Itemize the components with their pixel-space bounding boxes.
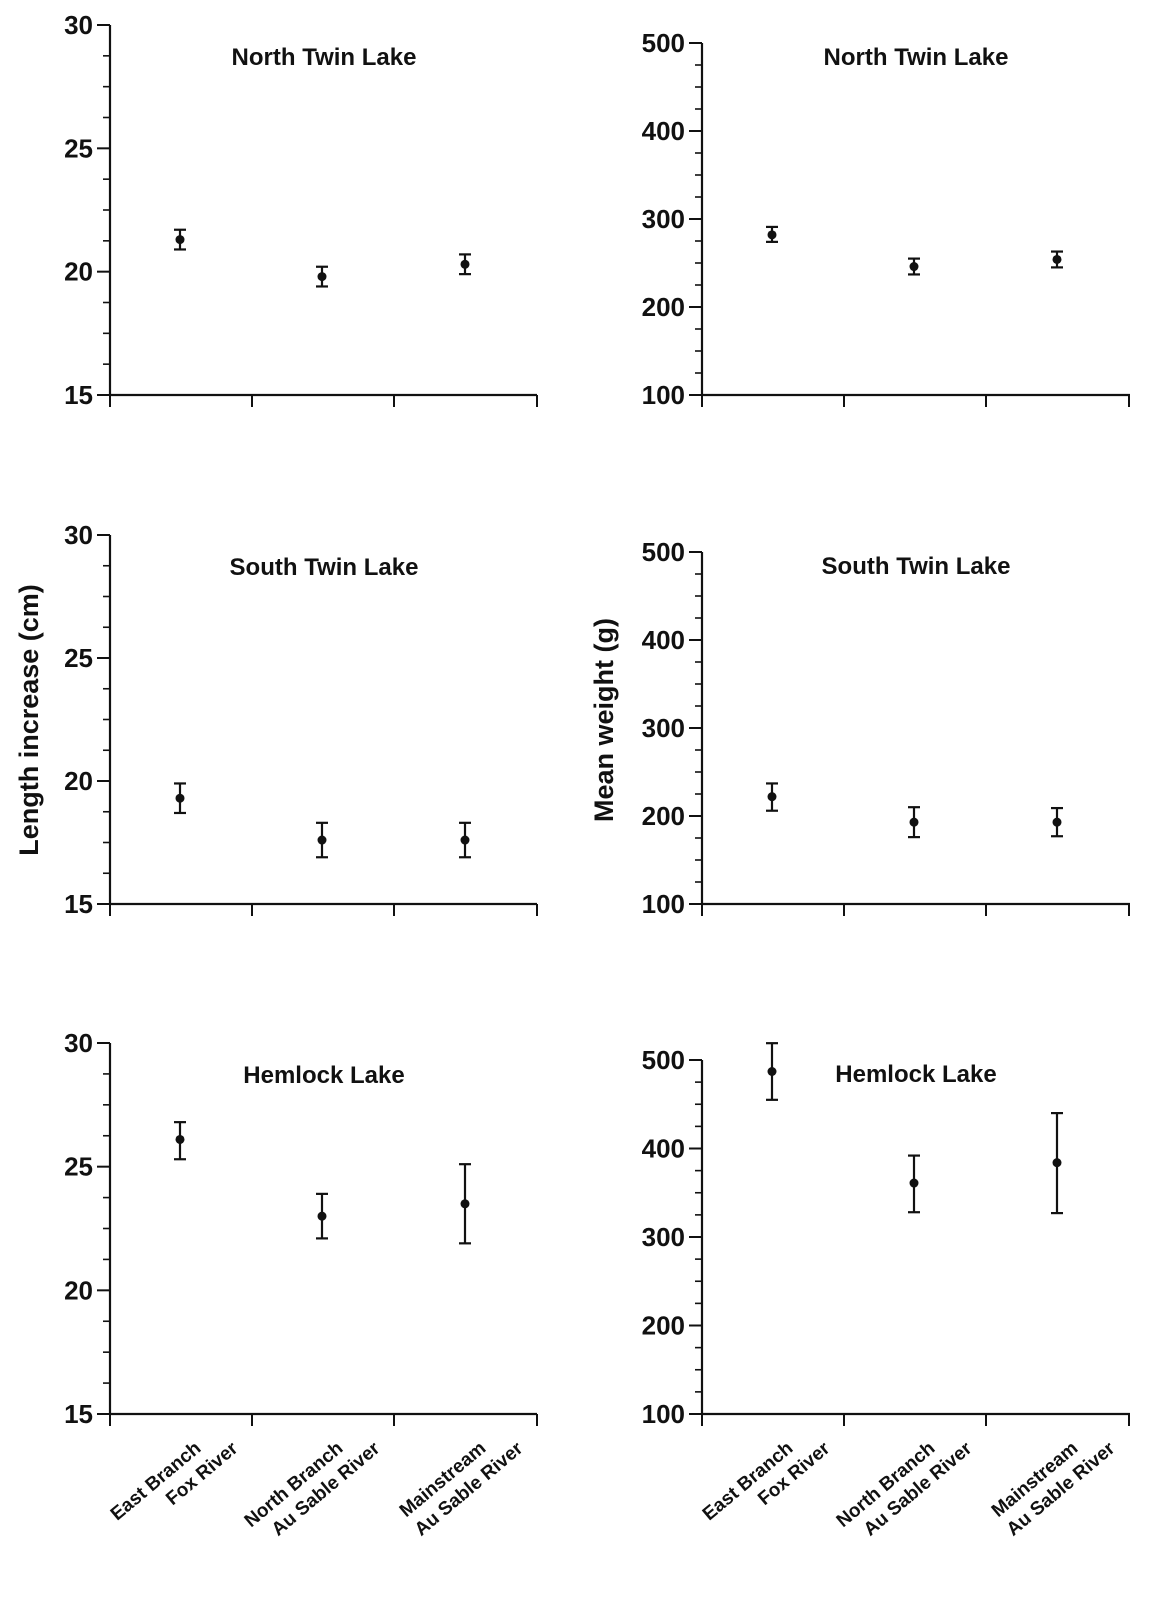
y-tick-label: 20 [64,257,93,287]
y-tick-label: 400 [642,625,685,655]
category-label: East BranchFox River [699,1419,835,1543]
y-tick-label: 15 [64,889,93,919]
data-point [175,793,185,803]
data-point [1052,1158,1062,1168]
data-point [460,259,470,269]
data-point [175,1134,185,1144]
y-tick-label: 30 [64,1028,93,1058]
category-label: East BranchFox River [107,1419,243,1543]
panel-3: 15 20 25 30 South Twin Lake [64,520,538,919]
panel-title: North Twin Lake [232,44,417,71]
y-tick-label: 400 [642,1134,685,1164]
panel-title: South Twin Lake [230,554,419,581]
data-point [1052,817,1062,827]
y-tick-label: 20 [64,1275,93,1305]
data-point [175,235,185,245]
y-tick-label: 300 [642,713,685,743]
y-tick-label: 15 [64,380,93,410]
y-tick-label: 25 [64,643,93,673]
data-point [909,1178,919,1188]
data-point [767,792,777,802]
y-tick-label: 100 [642,889,685,919]
data-point [767,230,777,240]
panel-title: North Twin Lake [824,44,1009,71]
y-tick-label: 100 [642,380,685,410]
category-label: MainstreamAu Sable River [987,1419,1119,1540]
y-tick-label: 300 [642,1222,685,1252]
panel-title: Hemlock Lake [835,1061,996,1088]
panel-2: 100 200 300 400 500 North Twin Lake [642,28,1130,410]
panel-title: South Twin Lake [822,553,1011,580]
panel-5: 15 20 25 30 Hemlock Lake East BranchFox River… [64,1028,538,1550]
y-tick-label: 500 [642,28,685,58]
category-label: North BranchAu Sable River [241,1419,385,1550]
y-axis-label-weight: Mean weight (g) [589,618,619,822]
panel-6: 100 200 300 400 500 Hemlock Lake East BranchFo… [642,1042,1130,1550]
y-tick-label: 30 [64,520,93,550]
y-tick-label: 200 [642,1311,685,1341]
y-tick-label: 500 [642,1045,685,1075]
data-point [460,835,470,845]
y-tick-label: 200 [642,292,685,322]
data-point [909,817,919,827]
y-tick-label: 500 [642,537,685,567]
chart-panels: 15 20 25 30 North Twin Lake 100 200 300 400 500 No… [64,10,1130,1550]
category-label: MainstreamAu Sable River [395,1419,527,1540]
category-label: North BranchAu Sable River [833,1419,977,1550]
y-tick-label: 20 [64,766,93,796]
data-point [909,262,919,272]
panel-title: Hemlock Lake [243,1062,404,1089]
data-point [460,1199,470,1209]
panel-1: 15 20 25 30 North Twin Lake [64,10,538,410]
data-point [767,1067,777,1077]
y-tick-label: 25 [64,1152,93,1182]
y-tick-label: 15 [64,1399,93,1429]
y-tick-label: 400 [642,116,685,146]
y-tick-label: 200 [642,801,685,831]
y-tick-label: 30 [64,10,93,40]
data-point [1052,254,1062,264]
data-point [317,835,327,845]
y-tick-label: 25 [64,133,93,163]
data-point [317,272,327,282]
y-tick-label: 300 [642,204,685,234]
data-point [317,1211,327,1221]
y-axis-label-length: Length increase (cm) [14,584,44,856]
y-tick-label: 100 [642,1399,685,1429]
panel-4: 100 200 300 400 500 South Twin Lake [642,537,1130,919]
